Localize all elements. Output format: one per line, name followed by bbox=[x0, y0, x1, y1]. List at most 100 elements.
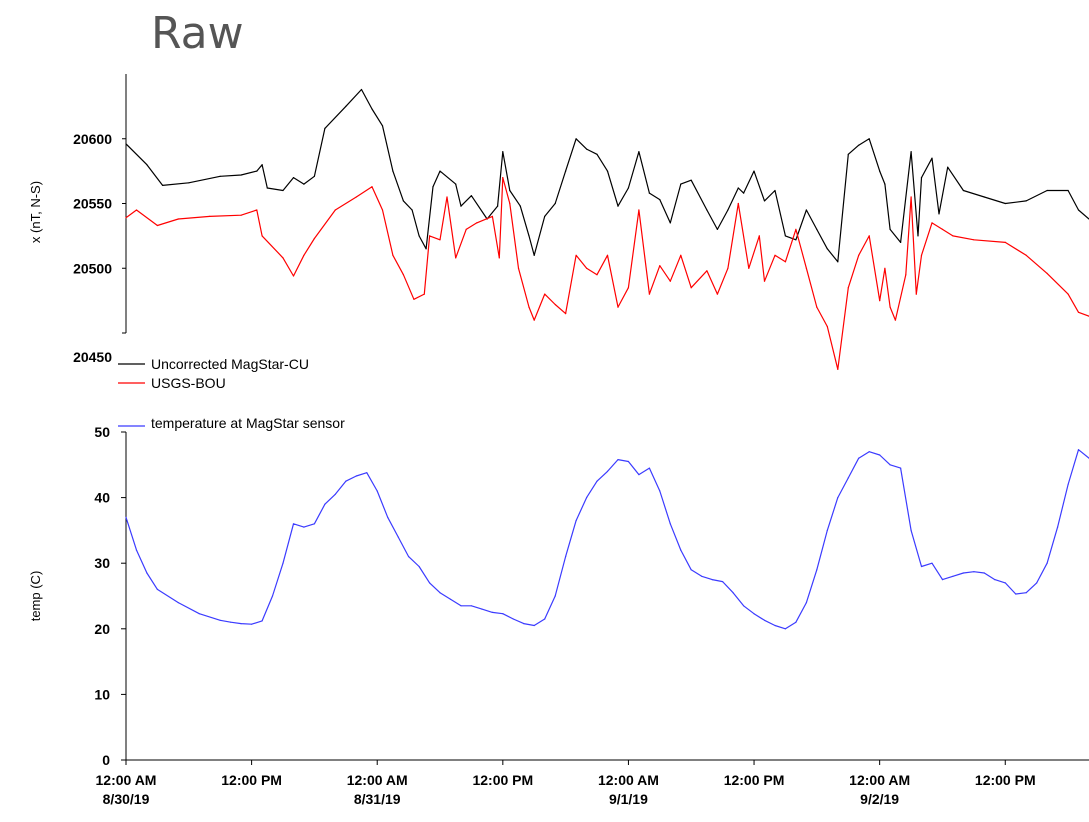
top-data-point bbox=[758, 235, 760, 237]
top-data-point bbox=[502, 177, 504, 179]
bottom-data-point bbox=[376, 490, 378, 492]
x-tick-date: 8/31/19 bbox=[354, 791, 401, 807]
top-data-point bbox=[737, 187, 739, 189]
legend-label-usgs: USGS-BOU bbox=[151, 375, 226, 391]
top-data-point bbox=[219, 175, 221, 177]
x-tick-label: 12:00 PM bbox=[221, 772, 282, 788]
bottom-data-point bbox=[313, 523, 315, 525]
top-data-point bbox=[282, 189, 284, 192]
top-data-point bbox=[1077, 311, 1080, 313]
top-data-point bbox=[575, 254, 577, 256]
top-data-point bbox=[1046, 189, 1048, 192]
bottom-series-line-0 bbox=[125, 449, 1089, 630]
top-data-point bbox=[517, 267, 520, 269]
top-data-point bbox=[519, 205, 521, 207]
bottom-data-point bbox=[952, 575, 954, 577]
top-data-point bbox=[795, 239, 797, 241]
bottom-data-point bbox=[271, 595, 274, 597]
top-data-point bbox=[381, 209, 384, 211]
top-data-point bbox=[455, 257, 457, 259]
top-data-point bbox=[135, 209, 138, 211]
top-data-point bbox=[261, 164, 263, 166]
legend-item-usgs: USGS-BOU bbox=[118, 375, 226, 391]
top-data-point bbox=[411, 209, 413, 211]
top-data-point bbox=[858, 144, 860, 146]
bottom-data-point bbox=[334, 493, 336, 495]
top-data-point bbox=[565, 170, 567, 172]
bottom-data-point bbox=[523, 623, 525, 625]
top-data-point bbox=[371, 186, 373, 188]
top-data-point bbox=[962, 189, 965, 192]
top-data-point bbox=[446, 196, 448, 198]
bottom-y-tick-label: 40 bbox=[94, 490, 110, 506]
x-ticks: 12:00 AM 8/30/19 12:00 PM 12:00 AM 8/31/19 12… bbox=[96, 760, 1036, 807]
top-data-point bbox=[125, 217, 127, 219]
bottom-data-point bbox=[941, 579, 944, 581]
bottom-data-point bbox=[1004, 582, 1006, 584]
top-data-point bbox=[423, 293, 425, 295]
top-data-point bbox=[240, 174, 242, 176]
top-data-point bbox=[392, 254, 394, 256]
bottom-data-point bbox=[146, 572, 148, 574]
top-data-point bbox=[617, 306, 619, 308]
x-tick-label: 12:00 AM bbox=[849, 772, 910, 788]
bottom-data-point bbox=[973, 571, 975, 573]
top-data-point bbox=[938, 213, 940, 215]
bottom-y-tick-label: 30 bbox=[94, 555, 110, 571]
legend-label-temperature: temperature at MagStar sensor bbox=[151, 415, 345, 431]
top-data-point bbox=[737, 202, 739, 205]
top-data-point bbox=[1025, 254, 1027, 256]
top-data-point bbox=[727, 267, 729, 269]
top-data-point bbox=[209, 215, 211, 217]
legend-item-magstar: Uncorrected MagStar-CU bbox=[118, 356, 309, 372]
top-data-point bbox=[1004, 202, 1006, 205]
bottom-data-point bbox=[219, 619, 221, 621]
top-data-point bbox=[1004, 241, 1006, 243]
bottom-data-point bbox=[805, 602, 808, 604]
bottom-data-point bbox=[198, 613, 200, 615]
top-data-point bbox=[240, 214, 242, 216]
bottom-data-point bbox=[722, 581, 724, 583]
bottom-data-point bbox=[1046, 562, 1048, 564]
top-data-point bbox=[586, 267, 588, 269]
bottom-data-point bbox=[1077, 449, 1080, 451]
x-tick-label: 12:00 AM bbox=[598, 772, 659, 788]
top-data-point bbox=[868, 235, 870, 237]
top-data-point bbox=[879, 170, 881, 172]
top-data-point bbox=[1067, 189, 1069, 192]
top-data-point bbox=[313, 175, 315, 177]
top-series-line-0 bbox=[125, 88, 1089, 263]
bottom-data-point bbox=[826, 529, 828, 532]
bottom-data-point bbox=[397, 536, 399, 538]
legend-item-temperature: temperature at MagStar sensor bbox=[118, 415, 345, 431]
top-data-point bbox=[910, 151, 912, 153]
top-data-point bbox=[606, 254, 609, 256]
bottom-data-point bbox=[1057, 526, 1059, 528]
bottom-data-point bbox=[931, 562, 933, 564]
top-data-point bbox=[162, 184, 164, 186]
bottom-data-point bbox=[230, 621, 232, 623]
top-data-point bbox=[282, 257, 284, 259]
bottom-data-point bbox=[962, 572, 965, 574]
top-data-point bbox=[125, 143, 127, 145]
top-data-point bbox=[784, 261, 787, 263]
bottom-data-point bbox=[282, 562, 284, 564]
bottom-data-point bbox=[690, 569, 692, 571]
top-data-point bbox=[392, 170, 394, 172]
top-data-point bbox=[659, 199, 661, 201]
bottom-data-point bbox=[565, 556, 567, 558]
top-data-point bbox=[460, 205, 462, 207]
x-tick-date: 9/2/19 bbox=[860, 791, 899, 807]
bottom-data-point bbox=[795, 621, 797, 623]
top-y-axis-label: x (nT, N-S) bbox=[28, 181, 43, 243]
top-data-point bbox=[884, 267, 886, 269]
top-data-point bbox=[528, 306, 530, 308]
top-data-point bbox=[313, 237, 315, 240]
bottom-data-point bbox=[366, 472, 368, 474]
top-data-point bbox=[900, 241, 902, 243]
top-data-point bbox=[509, 202, 511, 205]
bottom-y-tick-label: 50 bbox=[94, 424, 110, 440]
top-data-point bbox=[931, 222, 933, 224]
legend: Uncorrected MagStar-CU USGS-BOU bbox=[118, 356, 309, 391]
